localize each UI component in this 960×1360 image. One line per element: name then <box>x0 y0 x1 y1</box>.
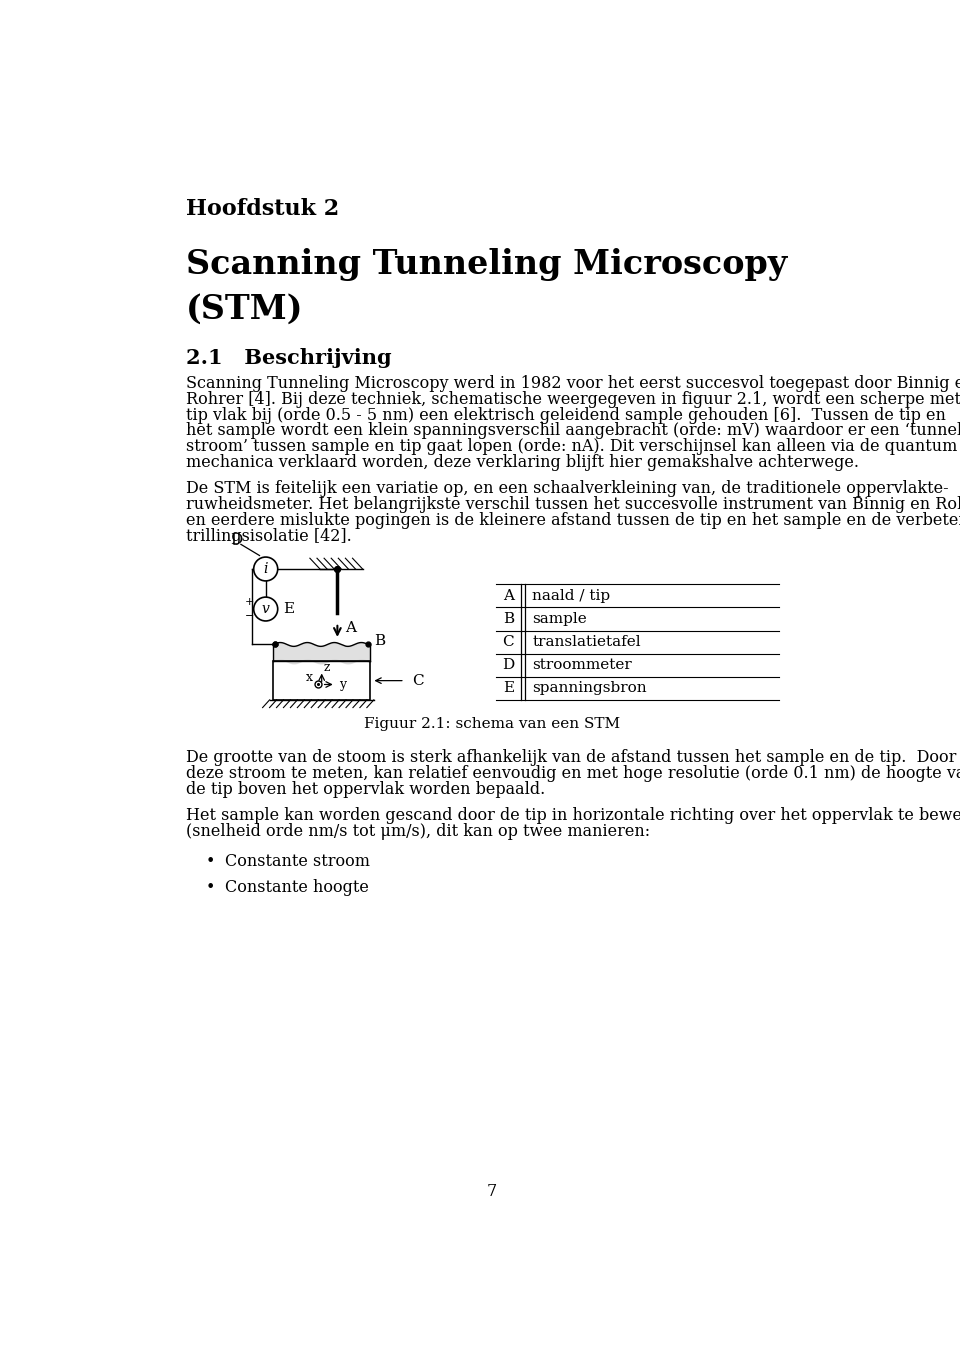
Text: D: D <box>230 533 242 547</box>
Text: 2.1   Beschrijving: 2.1 Beschrijving <box>186 348 392 369</box>
Text: Constante stroom: Constante stroom <box>225 853 370 870</box>
Text: x: x <box>305 670 312 684</box>
Text: naald / tip: naald / tip <box>532 589 611 602</box>
Text: translatietafel: translatietafel <box>532 635 641 649</box>
Text: −: − <box>245 611 254 622</box>
Text: 7: 7 <box>487 1183 497 1200</box>
Text: de tip boven het oppervlak worden bepaald.: de tip boven het oppervlak worden bepaal… <box>186 781 545 798</box>
Text: stroommeter: stroommeter <box>532 658 632 672</box>
Text: De STM is feitelijk een variatie op, en een schaalverkleining van, de traditione: De STM is feitelijk een variatie op, en … <box>186 480 948 498</box>
Text: A: A <box>346 622 356 635</box>
Text: het sample wordt een klein spanningsverschil aangebracht (orde: mV) waardoor er : het sample wordt een klein spanningsvers… <box>186 423 960 439</box>
Text: B: B <box>374 634 386 649</box>
Text: C: C <box>502 635 515 649</box>
Text: trillingsisolatie [42].: trillingsisolatie [42]. <box>186 528 351 545</box>
Text: spanningsbron: spanningsbron <box>532 681 647 695</box>
Text: i: i <box>263 562 268 577</box>
Text: •: • <box>206 853 215 870</box>
Circle shape <box>253 558 277 581</box>
Text: Figuur 2.1: schema van een STM: Figuur 2.1: schema van een STM <box>364 717 620 730</box>
Text: tip vlak bij (orde 0.5 - 5 nm) een elektrisch geleidend sample gehouden [6].  Tu: tip vlak bij (orde 0.5 - 5 nm) een elekt… <box>186 407 946 423</box>
Text: Scanning Tunneling Microscopy: Scanning Tunneling Microscopy <box>186 248 787 282</box>
Text: E: E <box>503 681 514 695</box>
Text: sample: sample <box>532 612 588 626</box>
Text: (STM): (STM) <box>186 292 303 325</box>
Text: Hoofdstuk 2: Hoofdstuk 2 <box>186 197 339 220</box>
Text: De grootte van de stoom is sterk afhankelijk van de afstand tussen het sample en: De grootte van de stoom is sterk afhanke… <box>186 749 956 766</box>
Text: ruwheidsmeter. Het belangrijkste verschil tussen het succesvolle instrument van : ruwheidsmeter. Het belangrijkste verschi… <box>186 496 960 513</box>
Text: y: y <box>339 679 346 691</box>
Text: en eerdere mislukte pogingen is de kleinere afstand tussen de tip en het sample : en eerdere mislukte pogingen is de klein… <box>186 511 960 529</box>
Text: deze stroom te meten, kan relatief eenvoudig en met hoge resolutie (orde 0.1 nm): deze stroom te meten, kan relatief eenvo… <box>186 764 960 782</box>
Text: z: z <box>324 661 330 675</box>
Text: v: v <box>262 602 270 616</box>
Text: mechanica verklaard worden, deze verklaring blijft hier gemakshalve achterwege.: mechanica verklaard worden, deze verklar… <box>186 454 859 471</box>
Text: C: C <box>413 673 424 688</box>
Text: (snelheid orde nm/s tot μm/s), dit kan op twee manieren:: (snelheid orde nm/s tot μm/s), dit kan o… <box>186 823 650 840</box>
Text: Scanning Tunneling Microscopy werd in 1982 voor het eerst succesvol toegepast do: Scanning Tunneling Microscopy werd in 19… <box>186 375 960 392</box>
Circle shape <box>253 597 277 622</box>
Text: +: + <box>245 597 254 607</box>
Text: stroom’ tussen sample en tip gaat lopen (orde: nA). Dit verschijnsel kan alleen : stroom’ tussen sample en tip gaat lopen … <box>186 438 957 456</box>
Text: D: D <box>502 658 515 672</box>
Text: A: A <box>503 589 514 602</box>
Text: B: B <box>503 612 514 626</box>
Bar <box>274 661 370 700</box>
Text: •: • <box>206 879 215 896</box>
Text: Constante hoogte: Constante hoogte <box>225 879 369 896</box>
Text: E: E <box>283 602 295 616</box>
Text: Rohrer [4]. Bij deze techniek, schematische weergegeven in figuur 2.1, wordt een: Rohrer [4]. Bij deze techniek, schematis… <box>186 390 960 408</box>
Text: Het sample kan worden gescand door de tip in horizontale richting over het opper: Het sample kan worden gescand door de ti… <box>186 808 960 824</box>
